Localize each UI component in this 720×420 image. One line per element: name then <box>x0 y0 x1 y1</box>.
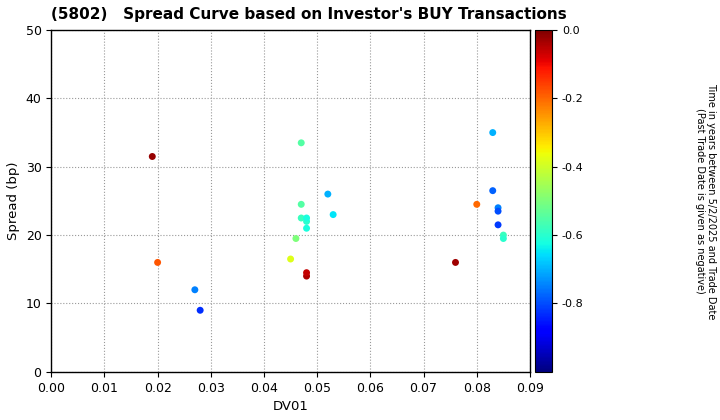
Point <box>492 208 504 215</box>
Point <box>487 129 498 136</box>
Point <box>498 235 509 242</box>
Point <box>328 211 339 218</box>
Point <box>301 225 312 231</box>
Point <box>492 221 504 228</box>
Point <box>301 273 312 279</box>
X-axis label: DV01: DV01 <box>273 400 309 413</box>
Point <box>301 269 312 276</box>
Y-axis label: Spread (bp): Spread (bp) <box>7 162 20 240</box>
Point <box>295 139 307 146</box>
Point <box>194 307 206 314</box>
Point <box>471 201 482 208</box>
Point <box>290 235 302 242</box>
Point <box>322 191 333 197</box>
Text: (5802)   Spread Curve based on Investor's BUY Transactions: (5802) Spread Curve based on Investor's … <box>51 7 567 22</box>
Point <box>301 218 312 225</box>
Point <box>295 215 307 221</box>
Y-axis label: Time in years between 5/2/2025 and Trade Date
(Past Trade Date is given as negat: Time in years between 5/2/2025 and Trade… <box>695 83 716 319</box>
Point <box>295 201 307 208</box>
Point <box>301 215 312 221</box>
Point <box>285 256 297 262</box>
Point <box>152 259 163 266</box>
Point <box>492 205 504 211</box>
Point <box>450 259 462 266</box>
Point <box>487 187 498 194</box>
Point <box>147 153 158 160</box>
Point <box>498 232 509 239</box>
Point <box>189 286 201 293</box>
